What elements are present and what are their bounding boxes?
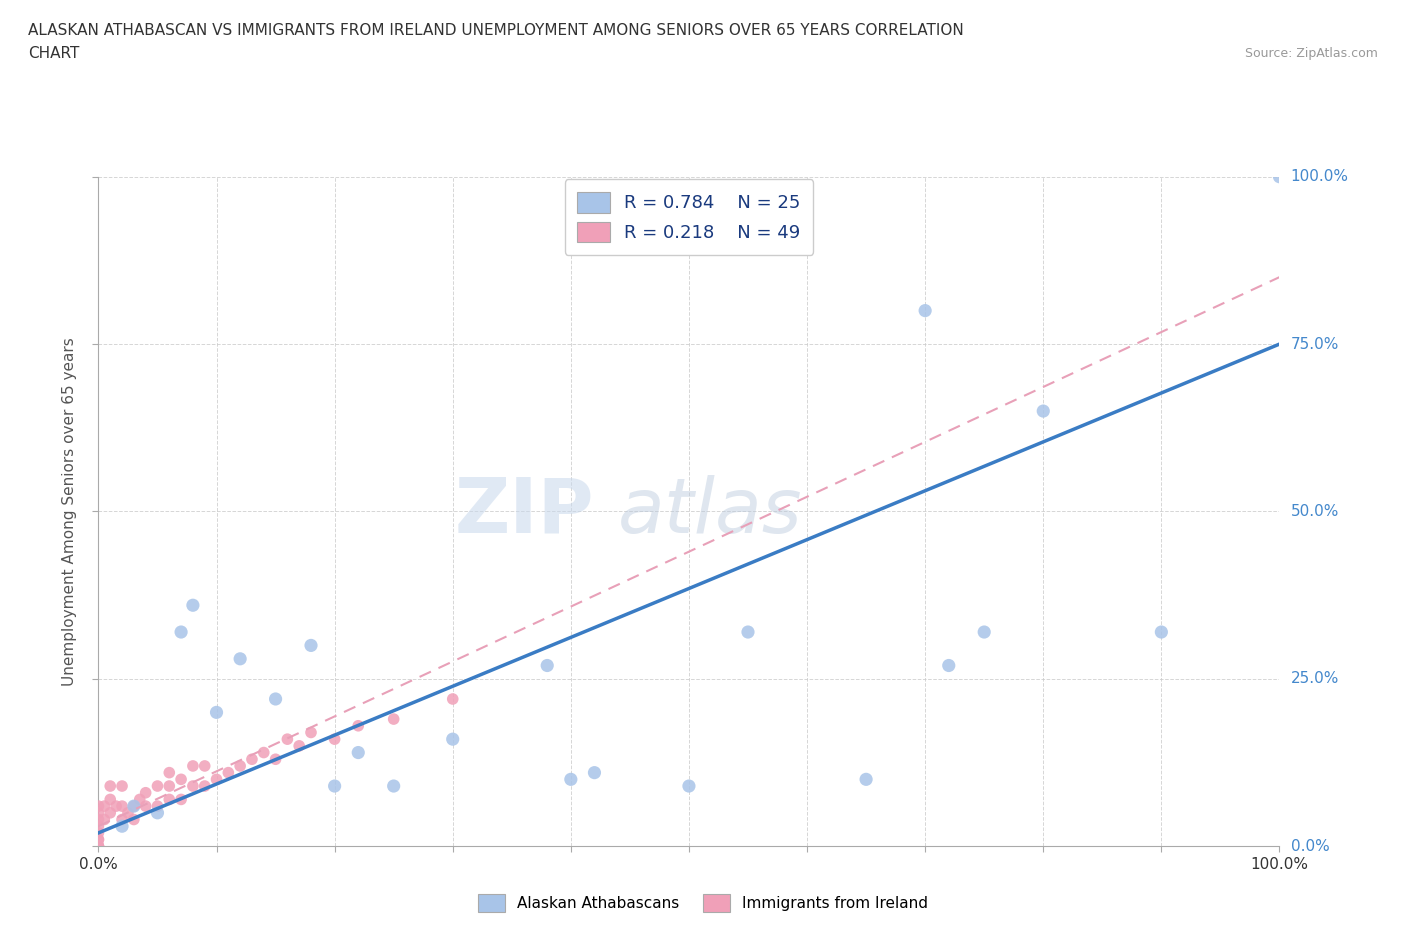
Point [87, 839, 110, 854]
Point [157, 765, 180, 780]
Point [111, 799, 134, 814]
Point [536, 658, 558, 673]
Point [146, 799, 169, 814]
Point [98, 778, 121, 793]
Point [441, 732, 464, 747]
Point [264, 692, 287, 707]
Point [111, 778, 134, 793]
Point [205, 705, 228, 720]
Point [157, 778, 180, 793]
Text: 50.0%: 50.0% [1291, 504, 1339, 519]
Point [111, 818, 134, 833]
Text: ZIP: ZIP [456, 474, 595, 549]
Point [194, 759, 217, 774]
Point [122, 799, 145, 814]
Point [87, 826, 110, 841]
Point [323, 732, 346, 747]
Point [240, 751, 263, 766]
Point [264, 751, 287, 766]
Text: ALASKAN ATHABASCAN VS IMMIGRANTS FROM IRELAND UNEMPLOYMENT AMONG SENIORS OVER 65: ALASKAN ATHABASCAN VS IMMIGRANTS FROM IR… [28, 23, 965, 38]
Point [938, 658, 960, 673]
Point [170, 792, 193, 807]
Point [93, 799, 115, 814]
Point [135, 799, 157, 814]
Point [382, 711, 405, 726]
Point [855, 772, 877, 787]
Point [1032, 404, 1054, 418]
Point [98, 792, 121, 807]
Point [87, 812, 110, 827]
Point [973, 625, 995, 640]
Point [181, 778, 204, 793]
Point [87, 839, 110, 854]
Point [170, 625, 193, 640]
Point [117, 805, 139, 820]
Point [87, 805, 110, 820]
Point [229, 759, 252, 774]
Point [1150, 625, 1173, 640]
Point [181, 598, 204, 613]
Point [122, 799, 145, 814]
Point [98, 805, 121, 820]
Point [181, 759, 204, 774]
Point [583, 765, 606, 780]
Text: Source: ZipAtlas.com: Source: ZipAtlas.com [1244, 46, 1378, 60]
Point [111, 812, 134, 827]
Point [122, 812, 145, 827]
Point [170, 772, 193, 787]
Point [276, 732, 298, 747]
Y-axis label: Unemployment Among Seniors over 65 years: Unemployment Among Seniors over 65 years [62, 338, 77, 686]
Point [347, 718, 370, 733]
Point [678, 778, 700, 793]
Point [288, 738, 311, 753]
Point [157, 792, 180, 807]
Point [105, 799, 128, 814]
Text: 0.0%: 0.0% [1291, 839, 1329, 854]
Point [87, 799, 110, 814]
Point [87, 832, 110, 847]
Point [87, 832, 110, 847]
Point [737, 625, 759, 640]
Point [194, 778, 217, 793]
Point [347, 745, 370, 760]
Text: CHART: CHART [28, 46, 80, 61]
Point [146, 778, 169, 793]
Point [229, 651, 252, 666]
Point [128, 792, 150, 807]
Text: 75.0%: 75.0% [1291, 337, 1339, 352]
Point [1268, 169, 1291, 184]
Point [560, 772, 582, 787]
Point [87, 818, 110, 833]
Point [217, 765, 239, 780]
Text: 25.0%: 25.0% [1291, 671, 1339, 686]
Point [87, 839, 110, 854]
Point [323, 778, 346, 793]
Legend: Alaskan Athabascans, Immigrants from Ireland: Alaskan Athabascans, Immigrants from Ire… [471, 888, 935, 918]
Point [205, 772, 228, 787]
Point [253, 745, 276, 760]
Point [441, 692, 464, 707]
Point [914, 303, 936, 318]
Point [299, 725, 322, 740]
Text: 100.0%: 100.0% [1291, 169, 1348, 184]
Legend: R = 0.784    N = 25, R = 0.218    N = 49: R = 0.784 N = 25, R = 0.218 N = 49 [565, 179, 813, 255]
Point [93, 812, 115, 827]
Point [382, 778, 405, 793]
Point [146, 805, 169, 820]
Point [299, 638, 322, 653]
Text: atlas: atlas [619, 474, 803, 549]
Point [135, 785, 157, 800]
